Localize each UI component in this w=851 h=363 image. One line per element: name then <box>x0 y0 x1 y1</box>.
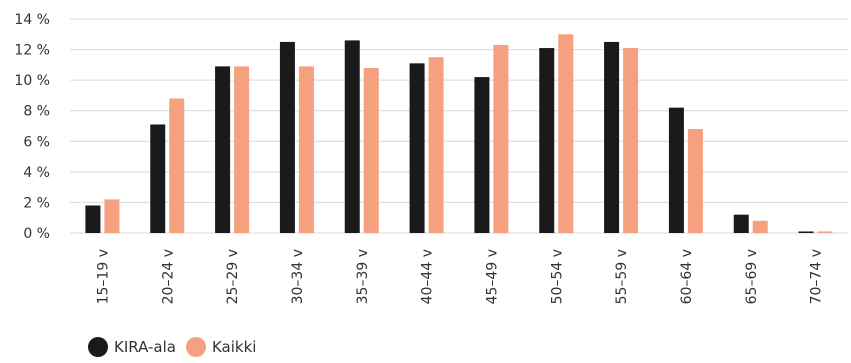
x-tick-label: 25–29 v <box>225 249 241 304</box>
bar-kaikki-3 <box>234 66 249 233</box>
x-tick-label: 60–64 v <box>679 249 695 304</box>
x-tick-label: 70–74 v <box>809 249 825 304</box>
bar-kira-ala-11 <box>734 215 749 233</box>
bar-kira-ala-1 <box>85 205 100 233</box>
bar-kira-ala-2 <box>150 124 165 233</box>
bar-kaikki-7 <box>493 45 508 233</box>
y-tick-label: 0 % <box>23 226 50 242</box>
bar-kaikki-4 <box>299 66 314 233</box>
legend: KIRA-ala Kaikki <box>88 336 266 358</box>
bar-kaikki-1 <box>104 199 119 233</box>
bar-kira-ala-8 <box>539 48 554 233</box>
legend-swatch-kira-ala <box>88 337 108 357</box>
y-tick-label: 6 % <box>23 134 50 150</box>
legend-label-kaikki: Kaikki <box>212 338 256 356</box>
legend-item-kaikki: Kaikki <box>186 337 256 357</box>
legend-label-kira-ala: KIRA-ala <box>114 338 176 356</box>
x-tick-label: 40–44 v <box>420 249 436 304</box>
bar-kaikki-10 <box>688 129 703 233</box>
bar-kira-ala-7 <box>474 77 489 233</box>
x-tick-label: 50–54 v <box>549 249 565 304</box>
bar-kira-ala-12 <box>799 231 814 233</box>
y-tick-label: 4 % <box>23 165 50 181</box>
bar-kira-ala-9 <box>604 42 619 233</box>
y-tick-label: 12 % <box>14 43 50 59</box>
bar-kaikki-6 <box>429 57 444 233</box>
bar-kira-ala-5 <box>345 40 360 233</box>
x-tick-label: 20–24 v <box>160 249 176 304</box>
x-tick-label: 30–34 v <box>290 249 306 304</box>
x-axis-ticks: 15–19 v 20–24 v 25–29 v 30–34 v 35–39 v 40–44… <box>95 249 824 304</box>
bar-kaikki-2 <box>169 98 184 233</box>
bar-kira-ala-3 <box>215 66 230 233</box>
grid-lines <box>70 19 848 233</box>
bar-kira-ala-10 <box>669 108 684 233</box>
legend-item-kira-ala: KIRA-ala <box>88 337 176 357</box>
legend-swatch-kaikki <box>186 337 206 357</box>
y-tick-label: 2 % <box>23 195 50 211</box>
bar-kira-ala-4 <box>280 42 295 233</box>
x-tick-label: 35–39 v <box>355 249 371 304</box>
bar-kaikki-9 <box>623 48 638 233</box>
bar-kaikki-8 <box>558 34 573 233</box>
bar-kira-ala-6 <box>410 63 425 233</box>
x-tick-label: 45–49 v <box>484 249 500 304</box>
y-axis-ticks: 0 % 2 % 4 % 6 % 8 % 10 % 12 % 14 % <box>14 12 50 242</box>
x-tick-label: 15–19 v <box>95 249 111 304</box>
bar-kaikki-5 <box>364 68 379 233</box>
x-tick-label: 65–69 v <box>744 249 760 304</box>
y-tick-label: 10 % <box>14 73 50 89</box>
bar-kaikki-12 <box>818 231 833 233</box>
y-tick-label: 14 % <box>14 12 50 28</box>
bars <box>85 34 832 233</box>
y-tick-label: 8 % <box>23 104 50 120</box>
x-tick-label: 55–59 v <box>614 249 630 304</box>
bar-kaikki-11 <box>753 221 768 233</box>
